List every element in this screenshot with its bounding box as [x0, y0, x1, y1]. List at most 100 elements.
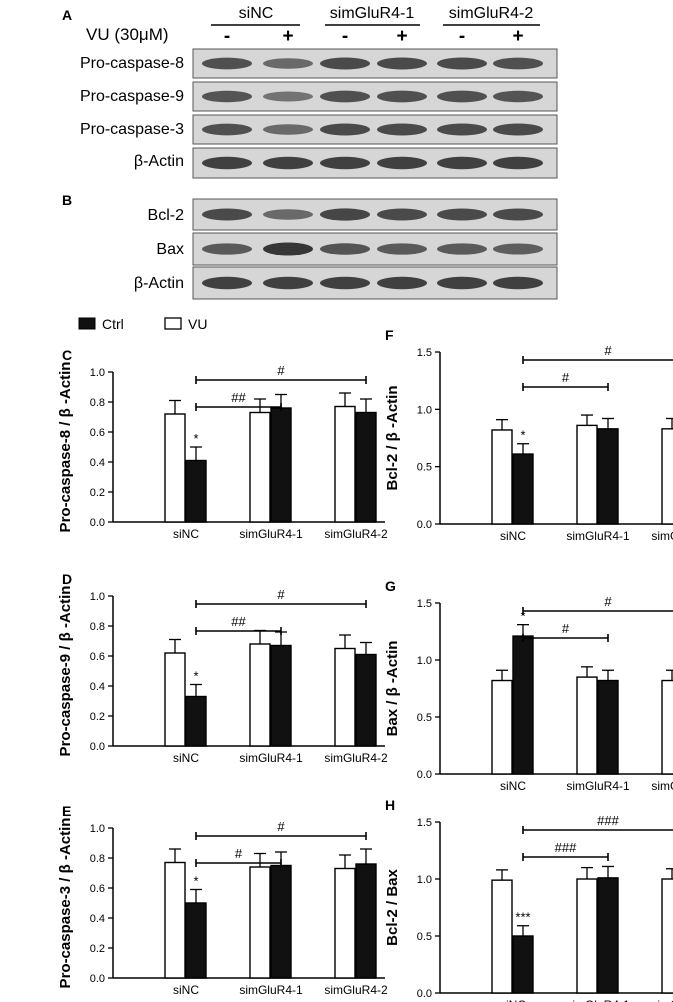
blot-a-row-labels: Pro-caspase-8 Pro-caspase-9 Pro-caspase-… — [80, 55, 184, 170]
blot-strip — [192, 232, 558, 266]
y-tick-label: 0.8 — [90, 397, 105, 409]
legend-label-vu: VU — [188, 316, 207, 332]
blot-band — [493, 123, 543, 136]
y-tick-label: 0.6 — [90, 427, 105, 439]
blot-band — [202, 243, 252, 255]
blot-band — [202, 276, 252, 290]
blot-band — [202, 208, 252, 221]
y-tick-label: 0.5 — [417, 462, 432, 474]
blot-band — [320, 208, 370, 221]
lane-sign: - — [342, 26, 348, 47]
y-tick-label: 0.0 — [90, 517, 105, 529]
blot-strip — [192, 198, 558, 231]
blot-band — [493, 276, 543, 290]
lane-sign: + — [512, 26, 523, 47]
blot-band — [437, 90, 487, 103]
blot-row-label: Pro-caspase-8 — [80, 55, 184, 72]
y-tick-label: 1.0 — [90, 591, 105, 603]
y-tick-label: 0.8 — [90, 621, 105, 633]
y-tick-label: 0.0 — [90, 741, 105, 753]
blot-row-label: Bax — [156, 241, 184, 258]
ctrl-bar — [512, 635, 534, 775]
blot-band — [377, 243, 427, 255]
vu-bar — [334, 867, 356, 979]
blot-band — [263, 209, 313, 220]
vu-bar — [334, 647, 356, 747]
y-tick-label: 0.2 — [90, 487, 105, 499]
blot-band — [320, 243, 370, 255]
legend-label-ctrl: Ctrl — [102, 316, 124, 332]
y-tick-label: 1.5 — [417, 817, 432, 829]
blot-strip — [192, 81, 558, 112]
blot-band — [377, 57, 427, 70]
x-tick-label: simGluR4-2 — [324, 527, 388, 541]
y-tick-label: 0.8 — [90, 853, 105, 865]
significance-star: * — [193, 431, 198, 446]
blot-strip — [192, 114, 558, 145]
ctrl-bar — [185, 695, 207, 747]
y-axis-label: Pro-caspase-9 / β -Actin — [57, 586, 74, 757]
y-axis-label: Bcl-2 / β -Actin — [384, 386, 401, 491]
ctrl-bar — [355, 863, 377, 979]
y-axis-label: Pro-caspase-8 / β -Actin — [57, 362, 74, 533]
blot-row-label: Bcl-2 — [148, 207, 185, 224]
blot-band — [263, 242, 313, 256]
blot-b-row-labels: Bcl-2 Bax β-Actin — [134, 207, 184, 292]
chart-f: F Bcl-2 / β -Actin 0.0 0.5 1.0 1.5 siNC simGluR… — [384, 327, 673, 543]
blot-band — [263, 58, 313, 69]
significance-star: * — [193, 874, 198, 889]
lane-signs: - + - + - + — [224, 26, 524, 47]
x-tick-label: simGluR4-1 — [566, 998, 630, 1002]
blot-band — [377, 123, 427, 136]
blot-band — [320, 276, 370, 290]
blot-band — [437, 123, 487, 136]
x-tick-label: siNC — [500, 779, 526, 793]
blot-row-label: Pro-caspase-3 — [80, 121, 184, 138]
blot-band — [493, 57, 543, 70]
blot-a-panel-label: A — [62, 7, 72, 23]
x-tick-label: siNC — [500, 529, 526, 543]
ctrl-bar — [512, 935, 534, 994]
blot-band — [202, 90, 252, 103]
blot-a: A VU (30μM) siNC simGluR4-1 simGluR4-2 -… — [62, 5, 558, 179]
blot-band — [320, 156, 370, 170]
y-tick-label: 0.2 — [90, 711, 105, 723]
vu-bar — [249, 866, 271, 979]
vu-bar — [491, 679, 513, 775]
x-tick-label: simGluR4-2 — [324, 751, 388, 765]
y-tick-label: 0.4 — [90, 681, 105, 693]
bracket-label: # — [277, 363, 285, 378]
blot-band — [263, 91, 313, 102]
vu-bar — [491, 879, 513, 994]
y-tick-label: 0.6 — [90, 651, 105, 663]
chart-h: H Bcl-2 / Bax 0.0 0.5 1.0 1.5 siNC simGluR4-1 si… — [384, 797, 673, 1002]
x-tick-label: simGluR4-1 — [239, 983, 303, 997]
blot-row-label: β-Actin — [134, 153, 184, 170]
y-tick-label: 1.0 — [90, 823, 105, 835]
y-tick-label: 1.0 — [90, 367, 105, 379]
blot-band — [320, 123, 370, 136]
vu-bar — [661, 428, 673, 525]
ctrl-bar — [355, 411, 377, 523]
bracket-label: # — [235, 846, 243, 861]
y-tick-label: 0.4 — [90, 913, 105, 925]
blot-band — [437, 208, 487, 221]
treatment-label: VU (30μM) — [86, 25, 169, 44]
blot-band — [202, 156, 252, 170]
y-tick-label: 0.5 — [417, 712, 432, 724]
y-tick-label: 1.5 — [417, 347, 432, 359]
y-tick-label: 0.0 — [417, 769, 432, 781]
x-tick-label: simGluR4-1 — [566, 529, 630, 543]
blot-band — [437, 243, 487, 255]
blot-band — [377, 208, 427, 221]
blot-band — [377, 156, 427, 170]
bracket-label: ### — [597, 813, 619, 828]
x-tick-label: siNC — [500, 998, 526, 1002]
y-tick-label: 0.0 — [90, 973, 105, 985]
significance-star: * — [520, 609, 525, 624]
chart-g: G Bax / β -Actin 0.0 0.5 1.0 1.5 siNC simGluR4-… — [384, 578, 673, 793]
y-tick-label: 1.0 — [417, 655, 432, 667]
blot-row-label: Pro-caspase-9 — [80, 88, 184, 105]
